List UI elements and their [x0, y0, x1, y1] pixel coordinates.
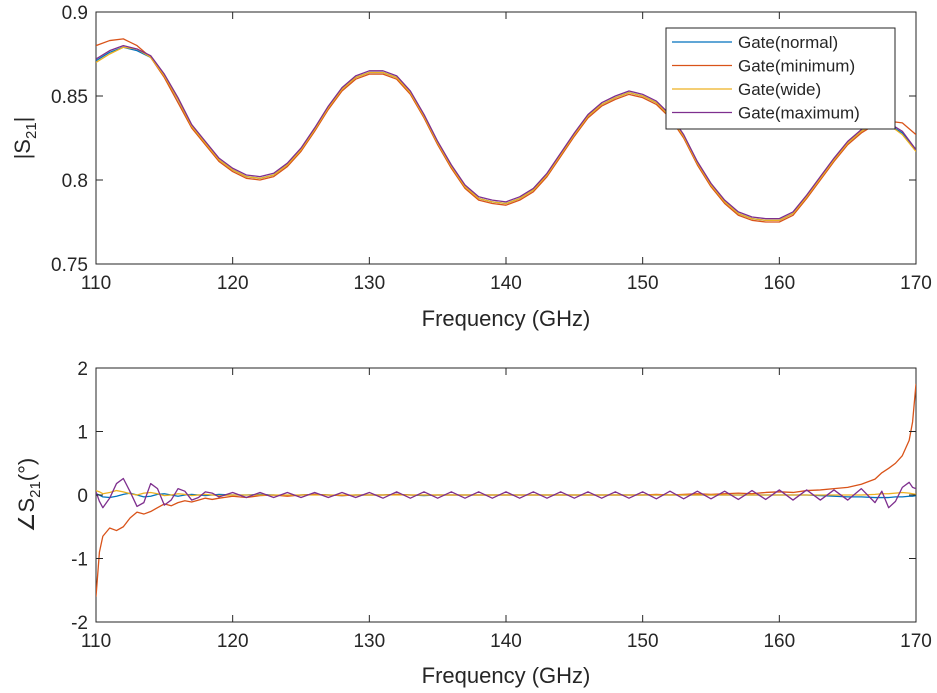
x-tick-label: 140	[490, 631, 522, 652]
x-tick-label: 110	[81, 273, 111, 294]
legend-label-maximum: Gate(maximum)	[738, 104, 860, 123]
series-group	[96, 38, 916, 223]
y-tick-label: 0.9	[62, 3, 88, 24]
x-tick-label: 150	[627, 273, 659, 294]
x-tick-label: 130	[353, 631, 385, 652]
series-line-maximum	[96, 44, 916, 220]
series-group	[96, 383, 916, 597]
y-axis-label: ∠S21(°)	[14, 458, 44, 533]
x-tick-label: 130	[353, 273, 385, 294]
legend: Gate(normal) Gate(minimum) Gate(wide) Gate(…	[665, 27, 896, 130]
phase-panel: 110 120 130 140 150 160 170 -2 -1 0 1 2 Frequency (G…	[14, 359, 932, 688]
y-tick-label: 0	[77, 486, 88, 507]
x-tick-label: 120	[217, 631, 249, 652]
x-tick-label: 110	[81, 631, 111, 652]
y-tick-label: 0.75	[51, 255, 88, 276]
x-tick-label: 170	[900, 273, 932, 294]
x-tick-label: 160	[763, 273, 795, 294]
x-tick-label: 160	[763, 631, 795, 652]
legend-label-wide: Gate(wide)	[738, 80, 821, 99]
legend-label-minimum: Gate(minimum)	[738, 57, 855, 76]
x-tick-label: 170	[900, 631, 932, 652]
series-line-wide	[96, 46, 916, 221]
x-tick-label: 150	[627, 631, 659, 652]
y-tick-label: 2	[77, 359, 88, 380]
series-line-minimum	[96, 38, 916, 223]
y-tick-label: 1	[77, 423, 88, 444]
x-tick-label: 120	[217, 273, 249, 294]
y-tick-label: -2	[71, 613, 88, 634]
y-tick-label: 0.8	[62, 171, 88, 192]
y-tick-label: -1	[71, 550, 88, 571]
y-axis-label: |S21|	[10, 117, 40, 160]
x-axis-label: Frequency (GHz)	[422, 306, 591, 331]
series-line-wide	[96, 489, 916, 497]
x-axis-label: Frequency (GHz)	[422, 663, 591, 688]
x-tick-label: 140	[490, 273, 522, 294]
y-tick-label: 0.85	[51, 87, 88, 108]
legend-label-normal: Gate(normal)	[738, 33, 838, 52]
series-line-maximum	[96, 477, 916, 509]
